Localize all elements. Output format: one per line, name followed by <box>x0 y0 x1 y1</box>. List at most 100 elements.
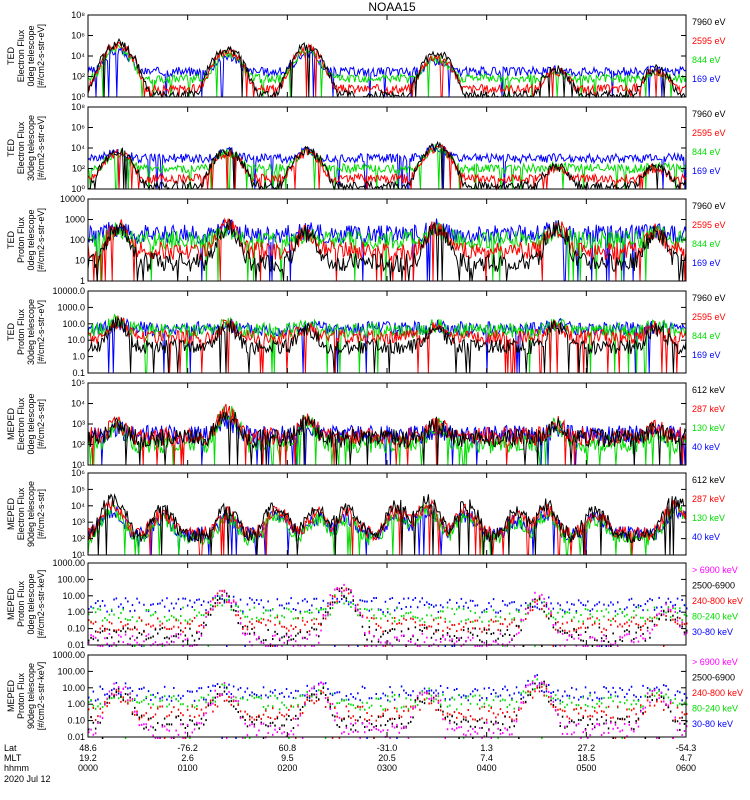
data-point <box>108 621 111 624</box>
data-point <box>366 616 368 619</box>
data-point <box>568 634 571 637</box>
data-point <box>191 620 193 623</box>
y-tick-label: 10⁵ <box>71 378 85 388</box>
y-tick-label: 10⁸ <box>71 102 85 112</box>
data-point <box>603 696 605 699</box>
data-point <box>193 706 196 709</box>
data-point <box>145 726 147 729</box>
data-point <box>382 729 384 732</box>
data-point <box>166 715 168 718</box>
data-point <box>283 724 285 727</box>
data-point <box>113 696 115 699</box>
data-point <box>152 715 154 718</box>
data-point <box>456 687 458 690</box>
data-point <box>460 696 463 699</box>
data-point <box>561 632 564 635</box>
data-point <box>488 728 490 731</box>
data-point <box>504 727 506 730</box>
data-point <box>329 705 331 708</box>
data-point <box>115 631 118 634</box>
data-point <box>499 610 502 613</box>
data-point <box>479 627 481 630</box>
data-point <box>122 687 124 690</box>
data-point <box>343 699 345 702</box>
data-point <box>331 714 334 717</box>
data-point <box>442 718 444 721</box>
data-point <box>380 730 382 733</box>
data-point <box>667 704 670 707</box>
data-point <box>368 609 371 612</box>
data-point <box>347 592 350 595</box>
data-point <box>527 694 529 697</box>
data-point <box>345 726 348 729</box>
data-point <box>589 694 591 697</box>
data-point <box>644 706 647 709</box>
data-point <box>327 613 329 616</box>
data-point <box>237 622 239 625</box>
data-point <box>607 705 610 708</box>
data-point <box>94 719 97 722</box>
data-point <box>239 609 242 612</box>
data-point <box>150 698 152 701</box>
data-point <box>437 629 440 632</box>
data-point <box>472 633 474 636</box>
data-point <box>589 691 591 694</box>
data-point <box>205 701 207 704</box>
data-point <box>200 634 203 637</box>
data-point <box>380 608 382 611</box>
data-point <box>260 717 262 720</box>
data-point <box>258 619 260 622</box>
data-point <box>681 699 683 702</box>
legend-entry: 40 keV <box>692 532 720 542</box>
data-point <box>311 611 313 614</box>
data-point <box>396 707 398 710</box>
data-point <box>242 610 244 613</box>
data-point <box>580 601 582 604</box>
data-point <box>292 727 295 730</box>
legend-entry: 169 eV <box>692 258 721 268</box>
data-point <box>106 693 108 696</box>
data-point <box>465 622 467 625</box>
data-point <box>513 719 515 722</box>
data-point <box>603 639 605 642</box>
data-point <box>196 598 198 601</box>
data-point <box>520 701 522 704</box>
data-point <box>232 705 235 708</box>
data-point <box>189 623 191 626</box>
data-point <box>200 708 203 711</box>
data-point <box>235 737 237 739</box>
data-point <box>469 631 472 634</box>
data-point <box>170 699 173 702</box>
data-point <box>338 716 341 719</box>
data-point <box>124 737 127 739</box>
data-point <box>253 725 256 728</box>
data-point <box>180 633 182 636</box>
data-point <box>669 710 672 713</box>
data-point <box>633 603 635 606</box>
data-point <box>92 706 95 709</box>
data-point <box>628 723 630 726</box>
series--6900-kev <box>88 675 688 739</box>
data-point <box>239 686 242 689</box>
data-point <box>462 629 465 632</box>
data-point <box>150 694 152 697</box>
data-point <box>623 630 626 633</box>
data-point <box>575 704 578 707</box>
data-point <box>382 630 384 633</box>
data-point <box>382 633 384 636</box>
data-point <box>384 707 387 710</box>
data-point <box>152 603 154 606</box>
data-point <box>640 706 642 709</box>
data-point <box>297 602 299 605</box>
data-point <box>334 601 336 604</box>
data-point <box>331 603 334 606</box>
data-point <box>281 714 283 717</box>
data-point <box>338 737 341 739</box>
data-point <box>299 714 302 717</box>
data-point <box>679 691 681 694</box>
data-point <box>166 641 168 644</box>
data-point <box>198 699 200 702</box>
data-point <box>313 628 315 631</box>
data-point <box>462 608 465 611</box>
data-point <box>138 601 141 604</box>
